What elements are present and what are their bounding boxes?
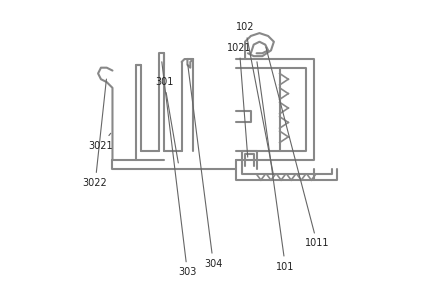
Text: 101: 101 <box>257 62 295 272</box>
Text: 304: 304 <box>188 65 222 269</box>
Text: 3021: 3021 <box>89 133 113 150</box>
Text: 3022: 3022 <box>83 79 107 188</box>
Text: 301: 301 <box>155 77 178 163</box>
Text: 303: 303 <box>162 62 197 277</box>
Text: 1021: 1021 <box>227 42 252 157</box>
Text: 102: 102 <box>236 22 274 175</box>
Text: 1011: 1011 <box>266 47 329 249</box>
